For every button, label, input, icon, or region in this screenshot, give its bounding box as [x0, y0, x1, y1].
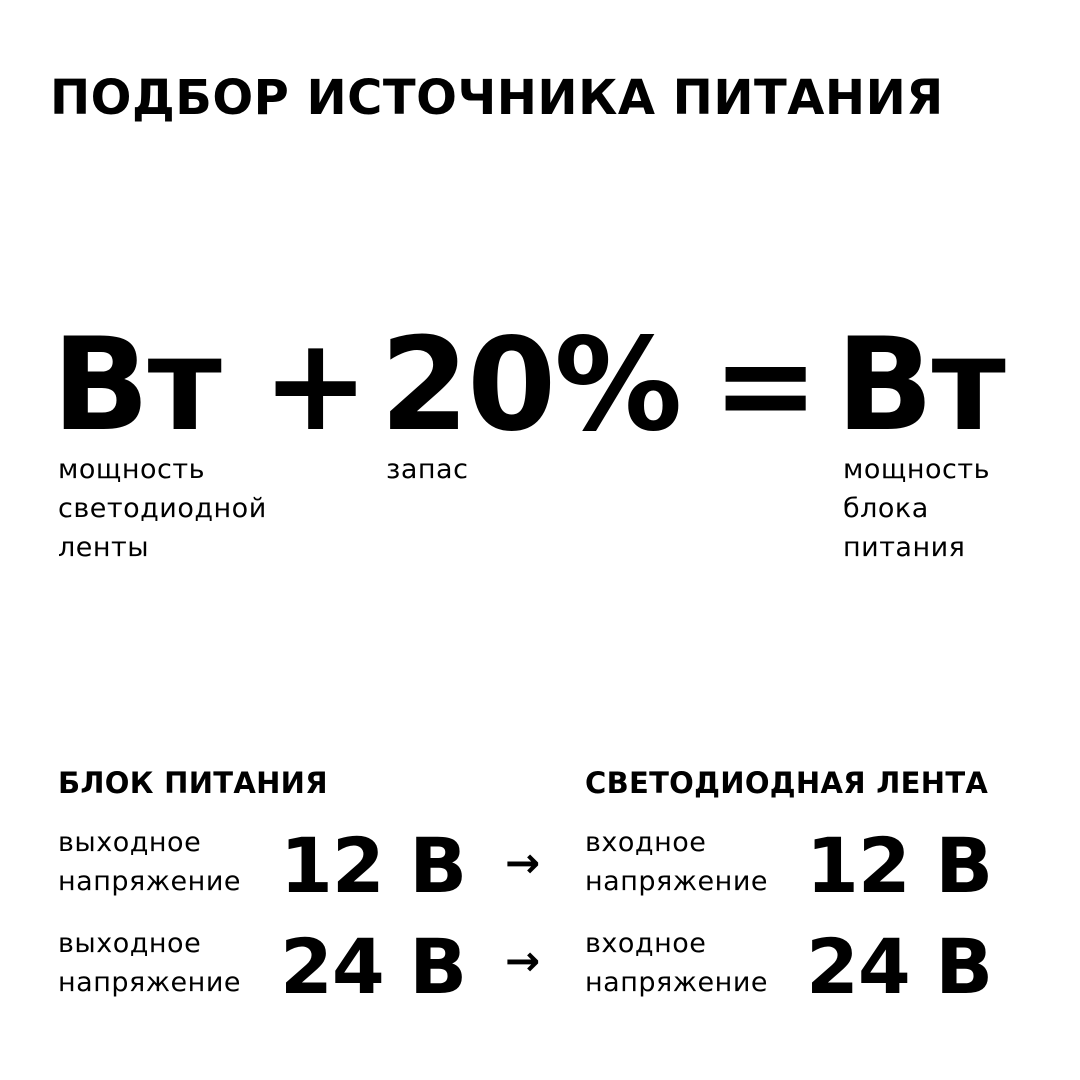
label-line: входное	[585, 928, 707, 959]
label-line: выходное	[58, 928, 202, 959]
caption-line: питания	[843, 532, 966, 563]
label-line: выходное	[58, 827, 202, 858]
label-line: входное	[585, 827, 707, 858]
caption-reserve: запас	[386, 454, 469, 485]
strip-voltage-value: 12 В	[806, 821, 993, 910]
arrow-right-icon: →	[505, 838, 541, 887]
caption-psu-power: мощность блока питания	[843, 450, 990, 567]
formula-reserve: 20%	[380, 311, 682, 460]
formula-equals: =	[712, 311, 819, 460]
psu-voltage-value: 24 В	[280, 922, 467, 1011]
label-line: напряжение	[585, 866, 768, 897]
label-line: напряжение	[58, 866, 241, 897]
caption-line: блока	[843, 493, 929, 524]
psu-row-label: выходное напряжение	[58, 823, 241, 901]
psu-row-label: выходное напряжение	[58, 924, 241, 1002]
caption-line: мощность	[843, 454, 990, 485]
strip-row-label: входное напряжение	[585, 823, 768, 901]
caption-line: мощность	[58, 454, 205, 485]
arrow-right-icon: →	[505, 936, 541, 985]
strip-heading: СВЕТОДИОДНАЯ ЛЕНТА	[585, 766, 989, 800]
formula-psu-watts: Вт	[836, 311, 1006, 460]
strip-row-label: входное напряжение	[585, 924, 768, 1002]
caption-line: ленты	[58, 532, 150, 563]
label-line: напряжение	[58, 967, 241, 998]
strip-voltage-value: 24 В	[806, 922, 993, 1011]
formula-led-watts: Вт	[52, 311, 222, 460]
psu-voltage-value: 12 В	[280, 821, 467, 910]
caption-led-power: мощность светодиодной ленты	[58, 450, 267, 567]
psu-heading: БЛОК ПИТАНИЯ	[58, 766, 328, 800]
label-line: напряжение	[585, 967, 768, 998]
formula-plus: +	[262, 311, 369, 460]
caption-line: светодиодной	[58, 493, 267, 524]
page-title: ПОДБОР ИСТОЧНИКА ПИТАНИЯ	[50, 70, 944, 126]
